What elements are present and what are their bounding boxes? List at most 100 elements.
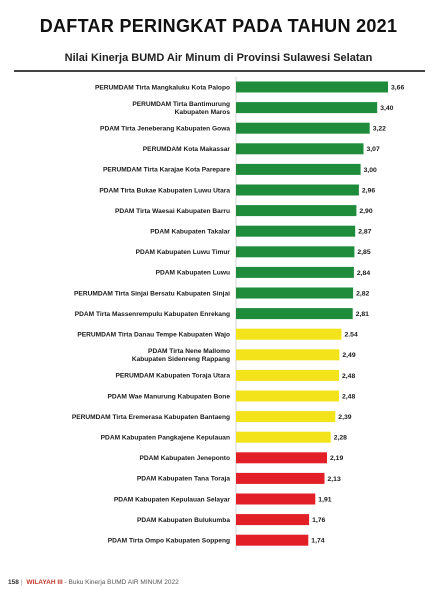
category-label-line: PDAM Kabupaten Kepulauan Selayar	[114, 496, 231, 503]
bar	[236, 472, 325, 484]
value-label: 2,85	[357, 249, 370, 256]
value-label: 2,49	[342, 352, 355, 359]
footer-text: - Buku Kinerja BUMD AIR MINUM 2022	[64, 579, 179, 586]
value-label: 2,84	[357, 270, 370, 277]
category-label: PDAM Tirta Waesai Kabupaten Barru	[115, 208, 230, 215]
category-label-line: Kabupaten Maros	[175, 109, 231, 116]
category-label: PDAM Kabupaten Tana Toraja	[137, 476, 231, 483]
category-label-line: PDAM Tirta Jeneberang Kabupaten Gowa	[100, 126, 230, 133]
category-label: PERUMDAM Tirta Sinjai Bersatu Kabupaten …	[74, 290, 230, 297]
category-label: PDAM Kabupaten Luwu Timur	[136, 249, 231, 256]
category-label-line: PDAM Tirta Bukae Kabupaten Luwu Utara	[99, 187, 230, 194]
value-label: 2,96	[362, 187, 375, 194]
bar	[236, 246, 355, 258]
value-label: 2,28	[334, 435, 347, 442]
category-label: PERUMDAM Tirta Karajae Kota Parepare	[103, 167, 230, 174]
bar	[236, 431, 331, 443]
category-label-line: PERUMDAM Kabupaten Toraja Utara	[115, 373, 230, 380]
category-label-line: PDAM Kabupaten Luwu Timur	[136, 249, 231, 256]
value-label: 2,87	[358, 229, 371, 236]
bar	[236, 163, 361, 175]
category-label-line: PERUMDAM Kota Makassar	[143, 146, 231, 153]
value-label: 2.54	[345, 332, 358, 339]
category-label: PDAM Wae Manurung Kabupaten Bone	[108, 393, 231, 400]
footer-region: WILAYAH III	[26, 579, 63, 586]
bar	[236, 308, 353, 320]
category-label: PERUMDAM Kabupaten Toraja Utara	[115, 373, 230, 380]
bar	[236, 287, 354, 299]
bar	[236, 266, 354, 278]
category-label: PDAM Tirta Jeneberang Kabupaten Gowa	[100, 126, 230, 133]
category-label-line: PERUMDAM Tirta Karajae Kota Parepare	[103, 167, 230, 174]
value-label: 2,48	[342, 393, 355, 400]
footer-separator: |	[20, 579, 23, 586]
bar	[236, 534, 309, 546]
value-label: 1,91	[318, 496, 331, 503]
category-label-line: Kabupaten Sidenreng Rappang	[132, 356, 230, 363]
category-label: PDAM Kabupaten Kepulauan Selayar	[114, 496, 231, 503]
bar	[236, 102, 378, 114]
category-label-line: PDAM Kabupaten Takalar	[150, 229, 230, 236]
footer: 158 | WILAYAH III - Buku Kinerja BUMD AIR…	[8, 579, 179, 586]
value-label: 2,48	[342, 373, 355, 380]
category-label-line: PERUMDAM Tirta Sinjai Bersatu Kabupaten …	[74, 290, 230, 297]
category-label-line: PERUMDAM Tirta Mangkaluku Kota Palopo	[95, 84, 230, 91]
bar	[236, 184, 359, 196]
value-label: 1,74	[311, 538, 324, 545]
category-label-line: PERUMDAM Tirta Eremerasa Kabupaten Banta…	[72, 414, 230, 421]
category-label-line: PDAM Wae Manurung Kabupaten Bone	[108, 393, 231, 400]
value-label: 3,66	[391, 84, 404, 91]
category-label-line: PDAM Kabupaten Luwu	[156, 270, 230, 277]
chart-title: Nilai Kinerja BUMD Air Minum di Provinsi…	[64, 52, 373, 64]
category-label: PDAM Kabupaten Takalar	[150, 229, 230, 236]
category-label: PDAM Tirta Bukae Kabupaten Luwu Utara	[99, 187, 230, 194]
category-label-line: PDAM Tirta Ompo Kabupaten Soppeng	[108, 538, 230, 545]
bar	[236, 390, 339, 402]
value-label: 3,00	[364, 167, 377, 174]
category-label: PERUMDAM Tirta Danau Tempe Kabupaten Waj…	[77, 332, 230, 339]
bar	[236, 514, 310, 526]
category-label-line: PDAM Kabupaten Tana Toraja	[137, 476, 231, 483]
value-label: 3,40	[380, 105, 393, 112]
category-label: PERUMDAM Kota Makassar	[143, 146, 231, 153]
category-label-line: PDAM Kabupaten Jeneponto	[140, 455, 230, 462]
bar	[236, 493, 316, 505]
category-label: PDAM Kabupaten Pangkajene Kepulauan	[101, 435, 230, 442]
category-label-line: PDAM Tirta Waesai Kabupaten Barru	[115, 208, 230, 215]
bar	[236, 225, 356, 237]
bar	[236, 81, 388, 93]
category-label-line: PERUMDAM Tirta Danau Tempe Kabupaten Waj…	[77, 332, 230, 339]
bar	[236, 205, 357, 217]
value-label: 2,39	[338, 414, 351, 421]
value-label: 3,07	[367, 146, 380, 153]
category-label-line: PERUMDAM Tirta Bantimurung	[132, 101, 230, 108]
category-label: PDAM Kabupaten Jeneponto	[140, 455, 230, 462]
page-title: DAFTAR PERINGKAT PADA TAHUN 2021	[39, 16, 398, 36]
bar	[236, 143, 364, 155]
value-label: 2,90	[359, 208, 372, 215]
category-label: PDAM Kabupaten Luwu	[156, 270, 230, 277]
value-label: 2,82	[356, 290, 369, 297]
bar	[236, 452, 327, 464]
value-label: 2,81	[356, 311, 369, 318]
bar	[236, 411, 336, 423]
category-label-line: PDAM Tirta Nene Mallomo	[148, 348, 230, 355]
value-label: 3,22	[373, 126, 386, 133]
category-label: PDAM Tirta Ompo Kabupaten Soppeng	[108, 538, 230, 545]
value-label: 2,13	[328, 476, 341, 483]
bar	[236, 122, 370, 134]
category-label: PERUMDAM Tirta Mangkaluku Kota Palopo	[95, 84, 230, 91]
category-label: PDAM Tirta Nene Mallomo Kabupaten Sidenre…	[132, 348, 230, 363]
category-label-line: PDAM Tirta Massenrempulu Kabupaten Enrek…	[75, 311, 230, 318]
title-divider	[14, 70, 425, 72]
value-label: 2,19	[330, 455, 343, 462]
category-label: PDAM Tirta Massenrempulu Kabupaten Enrek…	[75, 311, 230, 318]
category-label: PERUMDAM Tirta Eremerasa Kabupaten Banta…	[72, 414, 230, 421]
category-label-line: PDAM Kabupaten Pangkajene Kepulauan	[101, 435, 230, 442]
bar	[236, 328, 342, 340]
bar	[236, 349, 340, 361]
category-label: PDAM Kabupaten Bulukumba	[137, 517, 230, 524]
bar	[236, 369, 339, 381]
page-number: 158	[8, 579, 19, 586]
category-label: PERUMDAM Tirta Bantimurung Kabupaten Maro…	[132, 101, 230, 116]
